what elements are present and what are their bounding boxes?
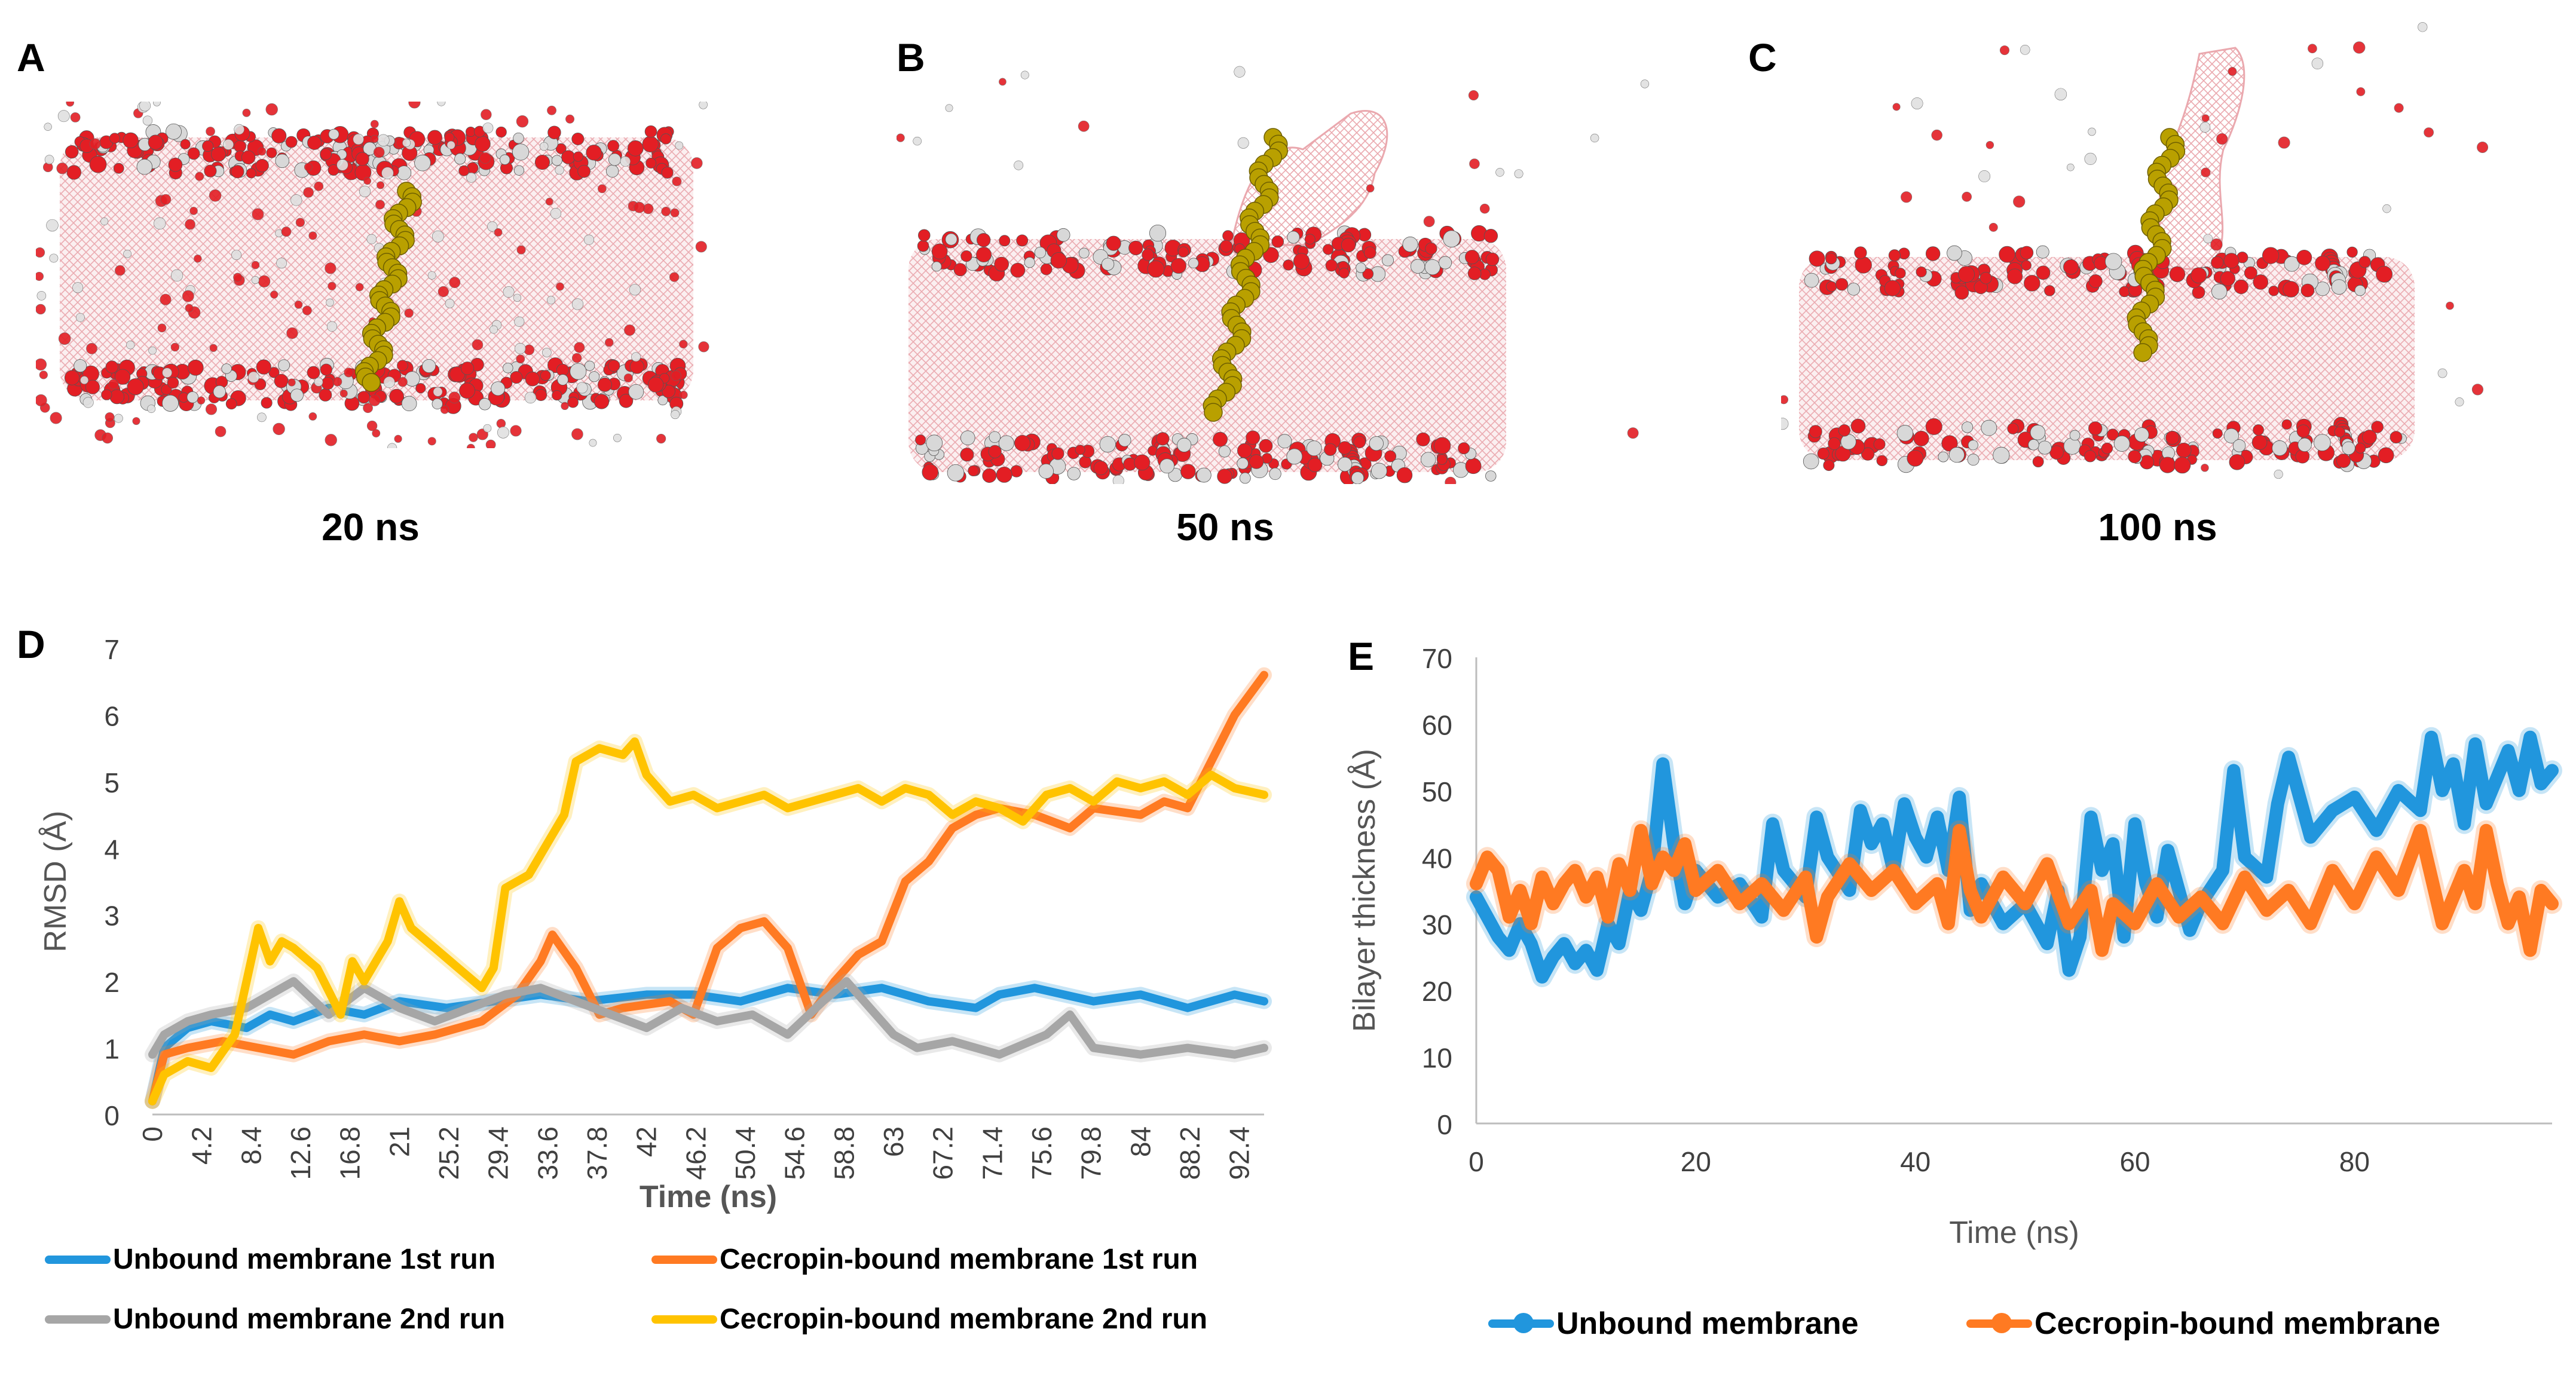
x-tick-label: 50.4 bbox=[730, 1126, 761, 1180]
legend-label: Cecropin-bound membrane bbox=[2035, 1306, 2440, 1341]
snapshot-50ns bbox=[897, 66, 1650, 484]
snapshot-caption-100ns: 100 ns bbox=[2098, 506, 2217, 549]
y-tick-label: 60 bbox=[1422, 709, 1452, 740]
y-tick-label: 30 bbox=[1422, 910, 1452, 941]
x-axis-title: Time (ns) bbox=[1949, 1215, 2079, 1250]
x-tick-label: 37.8 bbox=[582, 1126, 613, 1180]
y-tick-label: 2 bbox=[104, 967, 120, 998]
y-tick-label: 1 bbox=[104, 1034, 120, 1065]
legend-swatch-blue bbox=[45, 1255, 111, 1264]
y-axis-title: RMSD (Å) bbox=[38, 811, 73, 953]
series-line-1 bbox=[1470, 730, 2559, 984]
y-tick-label: 20 bbox=[1422, 976, 1452, 1007]
x-tick-label: 0 bbox=[1468, 1146, 1484, 1177]
x-tick-label: 21 bbox=[384, 1126, 415, 1157]
membrane-mesh bbox=[60, 137, 693, 400]
cecropin-peptide bbox=[1203, 128, 1288, 422]
legend-item-unbound-1st: Unbound membrane 1st run bbox=[45, 1243, 495, 1276]
snapshot-caption-20ns: 20 ns bbox=[322, 506, 420, 549]
legend-swatch-yellow bbox=[651, 1315, 717, 1324]
y-tick-label: 10 bbox=[1422, 1043, 1452, 1074]
x-tick-label: 75.6 bbox=[1026, 1126, 1057, 1180]
legend-item-cecropin-2nd: Cecropin-bound membrane 2nd run bbox=[651, 1303, 1207, 1336]
y-tick-label: 0 bbox=[104, 1100, 120, 1131]
x-tick-label: 84 bbox=[1125, 1126, 1156, 1157]
panel-label-d: D bbox=[17, 622, 45, 666]
cecropin-peptide bbox=[354, 182, 422, 392]
x-tick-label: 79.8 bbox=[1076, 1126, 1107, 1180]
snapshot-20ns bbox=[36, 102, 709, 448]
legend-swatch-orange bbox=[651, 1255, 717, 1264]
x-tick-label: 54.6 bbox=[779, 1126, 810, 1180]
y-tick-label: 4 bbox=[104, 834, 120, 865]
x-tick-label: 25.2 bbox=[433, 1126, 464, 1180]
bilayer-thickness-chart: 0 10 20 30 40 50 60 70 0 20 40 60 80 Time (ns) Bilayer… bbox=[1347, 643, 2562, 1250]
y-tick-label: 50 bbox=[1422, 776, 1452, 807]
legend-label: Unbound membrane bbox=[1556, 1306, 1859, 1341]
legend-label: Unbound membrane 2nd run bbox=[113, 1303, 506, 1335]
legend-label: Unbound membrane 1st run bbox=[113, 1244, 496, 1275]
y-tick-label: 40 bbox=[1422, 843, 1452, 874]
series-glow bbox=[145, 667, 1272, 1109]
x-tick-label: 60 bbox=[2119, 1146, 2150, 1177]
x-tick-label: 58.8 bbox=[828, 1126, 859, 1180]
y-tick-label: 70 bbox=[1422, 643, 1452, 674]
series-line-2 bbox=[148, 670, 1268, 1106]
x-tick-label: 71.4 bbox=[977, 1126, 1008, 1180]
x-tick-label: 33.6 bbox=[532, 1126, 563, 1180]
membrane-mesh bbox=[908, 110, 1506, 472]
x-axis-title: Time (ns) bbox=[640, 1180, 777, 1214]
legend-label: Cecropin-bound membrane 2nd run bbox=[720, 1303, 1208, 1335]
legend-label: Cecropin-bound membrane 1st run bbox=[720, 1244, 1198, 1275]
y-axis-title: Bilayer thickness (Å) bbox=[1347, 749, 1382, 1032]
x-tick-label: 67.2 bbox=[928, 1126, 959, 1180]
x-tick-label: 12.6 bbox=[285, 1126, 316, 1180]
x-tick-label: 42 bbox=[631, 1126, 662, 1157]
series-line-3 bbox=[148, 977, 1268, 1059]
y-tick-label: 7 bbox=[104, 634, 120, 665]
membrane-mesh bbox=[1799, 47, 2415, 460]
y-tick-label: 3 bbox=[104, 901, 120, 932]
headgroup-atoms bbox=[897, 66, 1650, 484]
legend-item-cecropin: Cecropin-bound membrane bbox=[1966, 1306, 2440, 1342]
x-tick-label: 88.2 bbox=[1174, 1126, 1206, 1180]
panel-label-b: B bbox=[897, 35, 925, 79]
legend-item-unbound: Unbound membrane bbox=[1488, 1306, 1859, 1342]
panel-label-a: A bbox=[17, 35, 45, 79]
rmsd-chart: 0 1 2 3 4 5 6 7 0 4.2 8.4 12.6 16.8 21 25.2 29.4 33.6 37.… bbox=[38, 634, 1272, 1214]
snapshot-100ns bbox=[1781, 22, 2488, 479]
x-tick-label: 0 bbox=[137, 1126, 168, 1142]
series-line-2 bbox=[1470, 823, 2559, 957]
x-tick-label: 20 bbox=[1681, 1146, 1711, 1177]
x-tick-label: 8.4 bbox=[235, 1126, 267, 1165]
legend-item-cecropin-1st: Cecropin-bound membrane 1st run bbox=[651, 1243, 1198, 1276]
legend-swatch-orange bbox=[1966, 1313, 2032, 1333]
legend-item-unbound-2nd: Unbound membrane 2nd run bbox=[45, 1303, 505, 1336]
headgroup-atoms bbox=[36, 102, 709, 448]
panel-label-e: E bbox=[1348, 634, 1375, 678]
panel-label-c: C bbox=[1748, 35, 1777, 79]
y-tick-label: 6 bbox=[104, 700, 120, 731]
y-tick-label: 0 bbox=[1437, 1109, 1452, 1140]
x-tick-label: 80 bbox=[2339, 1146, 2370, 1177]
series-line-4 bbox=[148, 737, 1268, 1106]
x-tick-label: 29.4 bbox=[483, 1126, 514, 1180]
legend-swatch-blue bbox=[1488, 1313, 1554, 1333]
x-tick-label: 63 bbox=[878, 1126, 909, 1157]
x-tick-label: 16.8 bbox=[335, 1126, 366, 1180]
series-line-1 bbox=[148, 984, 1268, 1106]
y-tick-label: 5 bbox=[104, 767, 120, 798]
x-tick-label: 4.2 bbox=[186, 1126, 218, 1165]
x-tick-label: 92.4 bbox=[1224, 1126, 1255, 1180]
x-tick-label: 46.2 bbox=[680, 1126, 711, 1180]
cecropin-peptide bbox=[2127, 128, 2186, 362]
x-tick-label: 40 bbox=[1900, 1146, 1931, 1177]
snapshot-caption-50ns: 50 ns bbox=[1176, 506, 1274, 549]
legend-swatch-gray bbox=[45, 1315, 111, 1324]
